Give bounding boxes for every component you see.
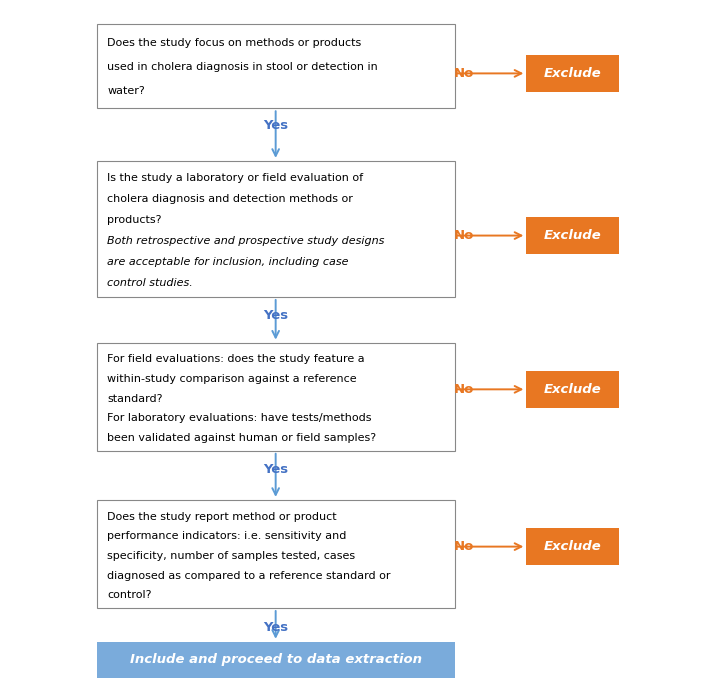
Text: No: No [454, 540, 474, 553]
Text: No: No [454, 383, 474, 396]
Text: Exclude: Exclude [544, 229, 601, 242]
Text: Exclude: Exclude [544, 67, 601, 80]
Text: performance indicators: i.e. sensitivity and: performance indicators: i.e. sensitivity… [107, 531, 347, 541]
Text: No: No [454, 229, 474, 242]
Text: Does the study focus on methods or products: Does the study focus on methods or produ… [107, 38, 362, 48]
FancyBboxPatch shape [97, 500, 455, 608]
Text: are acceptable for inclusion, including case: are acceptable for inclusion, including … [107, 257, 349, 267]
Text: specificity, number of samples tested, cases: specificity, number of samples tested, c… [107, 551, 356, 561]
FancyBboxPatch shape [97, 161, 455, 297]
Text: Yes: Yes [263, 310, 289, 322]
FancyBboxPatch shape [526, 217, 619, 254]
Text: Both retrospective and prospective study designs: Both retrospective and prospective study… [107, 236, 384, 246]
Text: Yes: Yes [263, 120, 289, 132]
Text: No: No [454, 67, 474, 80]
Text: Include and proceed to data extraction: Include and proceed to data extraction [130, 654, 422, 666]
Text: been validated against human or field samples?: been validated against human or field sa… [107, 433, 377, 443]
Text: Is the study a laboratory or field evaluation of: Is the study a laboratory or field evalu… [107, 173, 364, 183]
FancyBboxPatch shape [97, 24, 455, 108]
FancyBboxPatch shape [526, 55, 619, 92]
Text: cholera diagnosis and detection methods or: cholera diagnosis and detection methods … [107, 194, 353, 204]
Text: products?: products? [107, 215, 162, 225]
Text: standard?: standard? [107, 394, 163, 404]
Text: Does the study report method or product: Does the study report method or product [107, 512, 337, 521]
Text: Exclude: Exclude [544, 540, 601, 553]
Text: within-study comparison against a reference: within-study comparison against a refere… [107, 374, 357, 384]
Text: For laboratory evaluations: have tests/methods: For laboratory evaluations: have tests/m… [107, 413, 372, 424]
Text: water?: water? [107, 87, 145, 96]
Text: control?: control? [107, 591, 152, 600]
Text: Yes: Yes [263, 621, 289, 633]
Text: Yes: Yes [263, 463, 289, 476]
FancyBboxPatch shape [526, 528, 619, 565]
Text: For field evaluations: does the study feature a: For field evaluations: does the study fe… [107, 354, 365, 364]
FancyBboxPatch shape [526, 371, 619, 408]
Text: diagnosed as compared to a reference standard or: diagnosed as compared to a reference sta… [107, 570, 391, 581]
FancyBboxPatch shape [97, 642, 455, 678]
Text: used in cholera diagnosis in stool or detection in: used in cholera diagnosis in stool or de… [107, 62, 378, 73]
Text: Exclude: Exclude [544, 383, 601, 396]
FancyBboxPatch shape [97, 343, 455, 451]
Text: control studies.: control studies. [107, 278, 193, 288]
